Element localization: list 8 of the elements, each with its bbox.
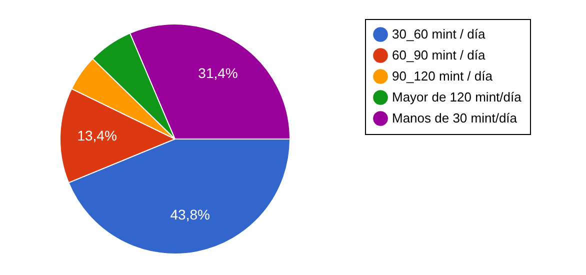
legend-label: 90_120 mint / día [392, 68, 494, 84]
legend-label: Manos de 30 mint/día [392, 110, 518, 126]
legend-label: 60_90 mint / día [392, 48, 486, 62]
data-label: 43,8% [170, 206, 210, 223]
data-label: 13,4% [77, 128, 117, 144]
data-label: 31,4% [198, 64, 238, 81]
legend-label: 30_60 mint / día [392, 26, 486, 42]
legend-label: Mayor de 120 mint/día [392, 90, 522, 104]
